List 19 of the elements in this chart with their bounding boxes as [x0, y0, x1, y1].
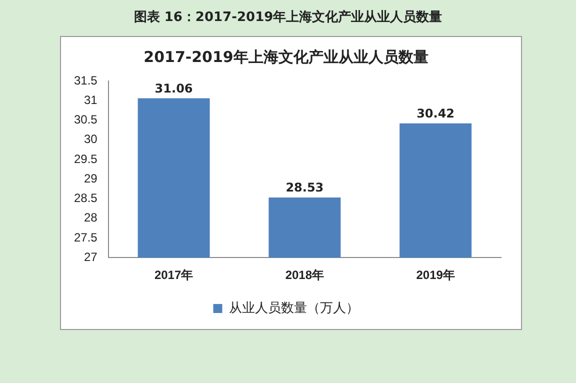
- data-label: 30.42: [416, 106, 455, 121]
- y-tick-label: 31.5: [74, 73, 98, 88]
- legend-label: 从业人员数量（万人）: [228, 300, 359, 316]
- data-label: 31.06: [154, 81, 193, 96]
- y-tick-label: 31: [84, 92, 98, 107]
- y-tick-label: 29.5: [74, 152, 98, 166]
- y-tick-label: 30: [84, 132, 98, 146]
- y-tick-label: 28: [84, 210, 98, 225]
- x-tick-label: 2019年: [416, 268, 455, 282]
- y-tick-label: 27.5: [74, 230, 98, 244]
- x-tick-label: 2017年: [154, 268, 194, 282]
- chart-subtitle: 2017-2019年上海文化产业从业人员数量: [144, 48, 428, 66]
- y-tick-label: 30.5: [74, 112, 98, 127]
- y-tick-label: 27: [84, 250, 98, 264]
- x-tick-label: 2018年: [285, 268, 324, 282]
- data-label: 28.53: [286, 180, 324, 195]
- chart-title: 图表 16：2017-2019年上海文化产业从业人员数量: [132, 8, 444, 26]
- y-tick-label: 29: [84, 171, 98, 186]
- y-tick-label: 28.5: [74, 191, 98, 206]
